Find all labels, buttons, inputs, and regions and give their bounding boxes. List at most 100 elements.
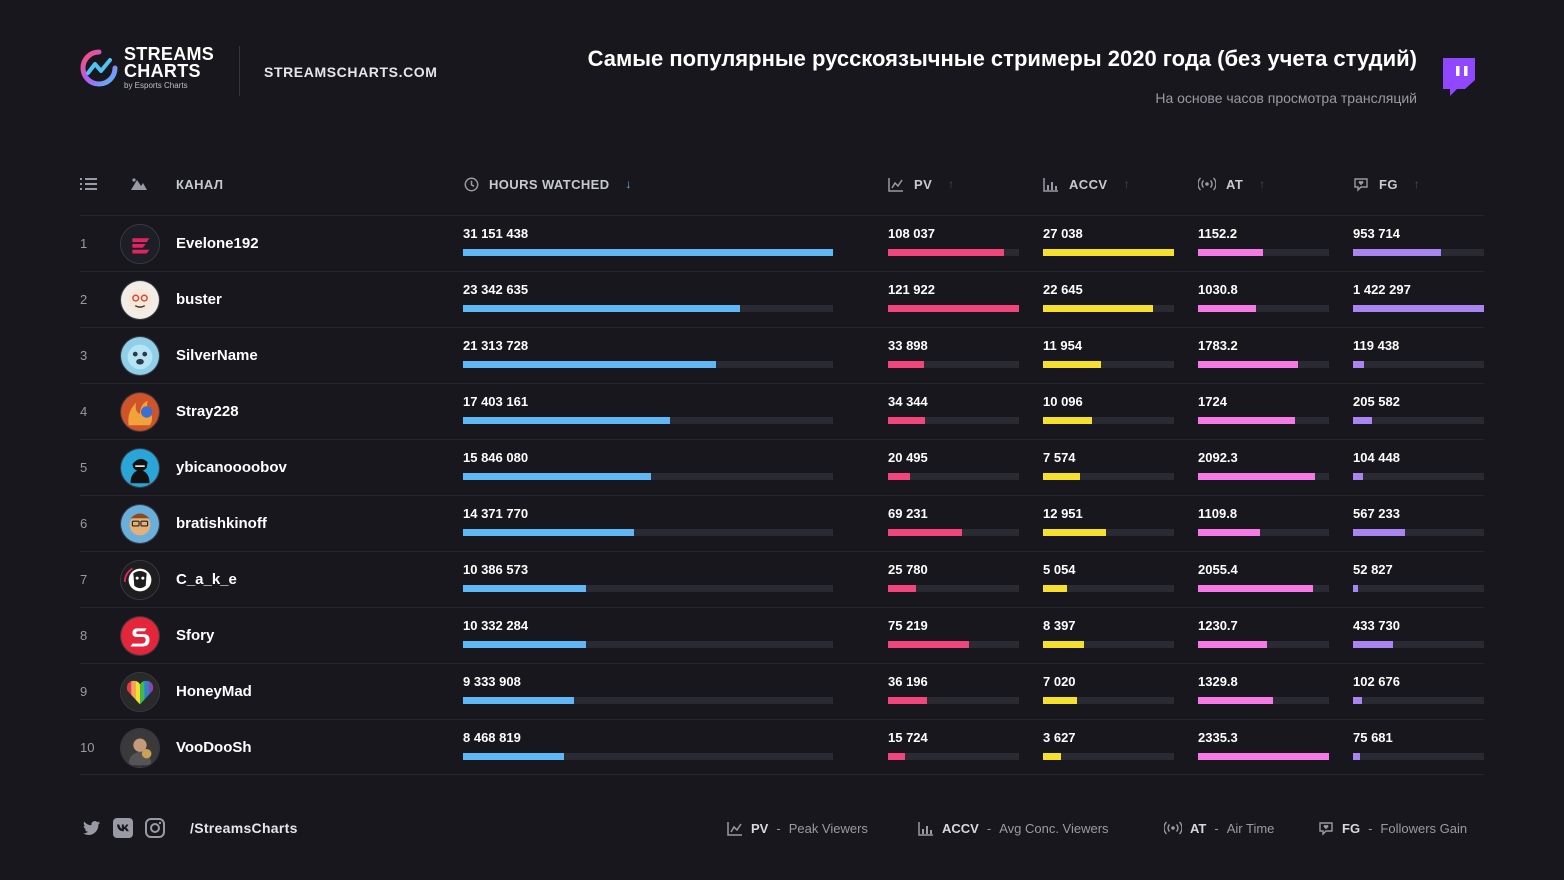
hw-bar bbox=[463, 529, 634, 536]
at-bar-track bbox=[1198, 753, 1329, 760]
hw-header-label: HOURS WATCHED bbox=[489, 176, 610, 192]
channel-avatar[interactable] bbox=[120, 616, 160, 656]
at-bar bbox=[1198, 361, 1299, 368]
at-bar bbox=[1198, 305, 1256, 312]
channel-avatar[interactable] bbox=[120, 448, 160, 488]
sort-asc-icon[interactable]: ↑ bbox=[1259, 177, 1266, 191]
channel-avatar[interactable] bbox=[120, 392, 160, 432]
at-header-label: AT bbox=[1226, 176, 1244, 192]
pv-cell: 25 780 bbox=[888, 562, 1019, 592]
table-row[interactable]: 4 Stray228 17 403 161 34 344 10 096 1724 205 5… bbox=[80, 383, 1484, 439]
table-row[interactable]: 2 buster 23 342 635 121 922 22 645 1030.8 1 42… bbox=[80, 271, 1484, 327]
accv-cell: 27 038 bbox=[1043, 226, 1174, 256]
channel-avatar[interactable] bbox=[120, 224, 160, 264]
fg-header-label: FG bbox=[1379, 176, 1398, 192]
table-row[interactable]: 9 HoneyMad 9 333 908 36 196 7 020 1329.8 102 6… bbox=[80, 663, 1484, 719]
table-row[interactable]: 5 ybicanoooobov 15 846 080 20 495 7 574 2092.… bbox=[80, 439, 1484, 495]
hw-value: 15 846 080 bbox=[463, 450, 529, 465]
sort-desc-icon[interactable]: ↓ bbox=[625, 177, 632, 191]
heart-chat-icon bbox=[1319, 821, 1333, 836]
channel-avatar[interactable] bbox=[120, 280, 160, 320]
channel-avatar[interactable] bbox=[120, 560, 160, 600]
channel-name[interactable]: Sfory bbox=[176, 627, 215, 644]
table-row[interactable]: 7 C_a_k_e 10 386 573 25 780 5 054 2055.4 52 82… bbox=[80, 551, 1484, 607]
channel-avatar[interactable] bbox=[120, 504, 160, 544]
channel-name[interactable]: VooDooSh bbox=[176, 739, 252, 756]
pv-bar bbox=[888, 641, 969, 648]
rainbow-heart-icon bbox=[121, 673, 159, 711]
sort-asc-icon[interactable]: ↑ bbox=[1123, 177, 1130, 191]
at-bar-track bbox=[1198, 305, 1329, 312]
twitter-icon[interactable] bbox=[80, 817, 102, 839]
legend-accv-abbr: ACCV bbox=[942, 820, 979, 836]
channel-name[interactable]: HoneyMad bbox=[176, 683, 252, 700]
channel-header-label: КАНАЛ bbox=[176, 176, 224, 192]
channel-name[interactable]: C_a_k_e bbox=[176, 571, 237, 588]
fg-value: 1 422 297 bbox=[1353, 282, 1411, 297]
legend-at: AT - Air Time bbox=[1164, 816, 1274, 840]
clock-icon bbox=[464, 177, 479, 191]
accv-bar-track bbox=[1043, 529, 1174, 536]
sort-asc-icon[interactable]: ↑ bbox=[948, 177, 955, 191]
channel-header[interactable]: КАНАЛ bbox=[176, 170, 223, 198]
pv-header[interactable]: PV ↑ bbox=[888, 170, 955, 198]
accv-bar-track bbox=[1043, 305, 1174, 312]
hw-bar bbox=[463, 249, 833, 256]
hw-header[interactable]: HOURS WATCHED ↓ bbox=[464, 170, 632, 198]
pv-bar-track bbox=[888, 361, 1019, 368]
accv-value: 10 096 bbox=[1043, 394, 1083, 409]
fg-bar bbox=[1353, 417, 1372, 424]
at-cell: 1230.7 bbox=[1198, 618, 1329, 648]
channel-name[interactable]: SilverName bbox=[176, 347, 258, 364]
table-row[interactable]: 1 Evelone192 31 151 438 108 037 27 038 1152.2… bbox=[80, 215, 1484, 271]
at-cell: 1030.8 bbox=[1198, 282, 1329, 312]
legend-fg-desc: Followers Gain bbox=[1380, 820, 1468, 836]
vk-icon[interactable] bbox=[112, 817, 134, 839]
legend-separator: - bbox=[776, 820, 781, 836]
pv-bar bbox=[888, 305, 1019, 312]
peak-chart-icon bbox=[727, 821, 742, 836]
legend-fg-abbr: FG bbox=[1342, 820, 1361, 836]
table-row[interactable]: 10 VooDooSh 8 468 819 15 724 3 627 2335.3 75 6… bbox=[80, 719, 1484, 775]
at-cell: 2055.4 bbox=[1198, 562, 1329, 592]
channel-avatar[interactable] bbox=[120, 728, 160, 768]
channel-name[interactable]: Stray228 bbox=[176, 403, 239, 420]
channel-name[interactable]: bratishkinoff bbox=[176, 515, 267, 532]
pv-value: 15 724 bbox=[888, 730, 928, 745]
legend-accv: ACCV - Avg Conc. Viewers bbox=[918, 816, 1109, 840]
channel-name[interactable]: buster bbox=[176, 291, 222, 308]
channel-name[interactable]: ybicanoooobov bbox=[176, 459, 287, 476]
fg-bar-track bbox=[1353, 529, 1484, 536]
table-row[interactable]: 6 bratishkinoff 14 371 770 69 231 12 951 1109… bbox=[80, 495, 1484, 551]
at-header[interactable]: AT ↑ bbox=[1198, 170, 1266, 198]
at-bar-track bbox=[1198, 697, 1329, 704]
pv-cell: 121 922 bbox=[888, 282, 1019, 312]
fg-header[interactable]: FG ↑ bbox=[1353, 170, 1420, 198]
social-handle[interactable]: /StreamsCharts bbox=[190, 820, 298, 836]
fg-bar bbox=[1353, 753, 1360, 760]
hw-bar bbox=[463, 473, 652, 480]
rank-number: 10 bbox=[80, 740, 95, 755]
fg-bar-track bbox=[1353, 697, 1484, 704]
fg-cell: 102 676 bbox=[1353, 674, 1484, 704]
table-row[interactable]: 3 SilverName 21 313 728 33 898 11 954 1783.2 1… bbox=[80, 327, 1484, 383]
channel-name[interactable]: Evelone192 bbox=[176, 235, 259, 252]
legend-separator: - bbox=[1368, 820, 1373, 836]
table-row[interactable]: 8 Sfory 10 332 284 75 219 8 397 1230.7 433 730 bbox=[80, 607, 1484, 663]
at-value: 1329.8 bbox=[1198, 674, 1238, 689]
accv-bar bbox=[1043, 249, 1174, 256]
at-cell: 1152.2 bbox=[1198, 226, 1329, 256]
brand-logo[interactable]: STREAMS CHARTS by Esports Charts bbox=[80, 45, 214, 92]
pv-value: 69 231 bbox=[888, 506, 928, 521]
fg-value: 119 438 bbox=[1353, 338, 1400, 353]
fg-bar bbox=[1353, 585, 1358, 592]
fg-cell: 953 714 bbox=[1353, 226, 1484, 256]
channel-avatar[interactable] bbox=[120, 672, 160, 712]
sort-asc-icon[interactable]: ↑ bbox=[1413, 177, 1421, 191]
channel-avatar[interactable] bbox=[120, 336, 160, 376]
accv-bar-track bbox=[1043, 641, 1174, 648]
instagram-icon[interactable] bbox=[144, 817, 166, 839]
site-url[interactable]: STREAMSCHARTS.COM bbox=[264, 64, 438, 80]
accv-header[interactable]: ACCV ↑ bbox=[1043, 170, 1130, 198]
pv-value: 121 922 bbox=[888, 282, 935, 297]
